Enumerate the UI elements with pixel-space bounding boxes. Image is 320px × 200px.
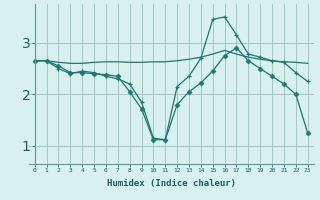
X-axis label: Humidex (Indice chaleur): Humidex (Indice chaleur) [107, 179, 236, 188]
